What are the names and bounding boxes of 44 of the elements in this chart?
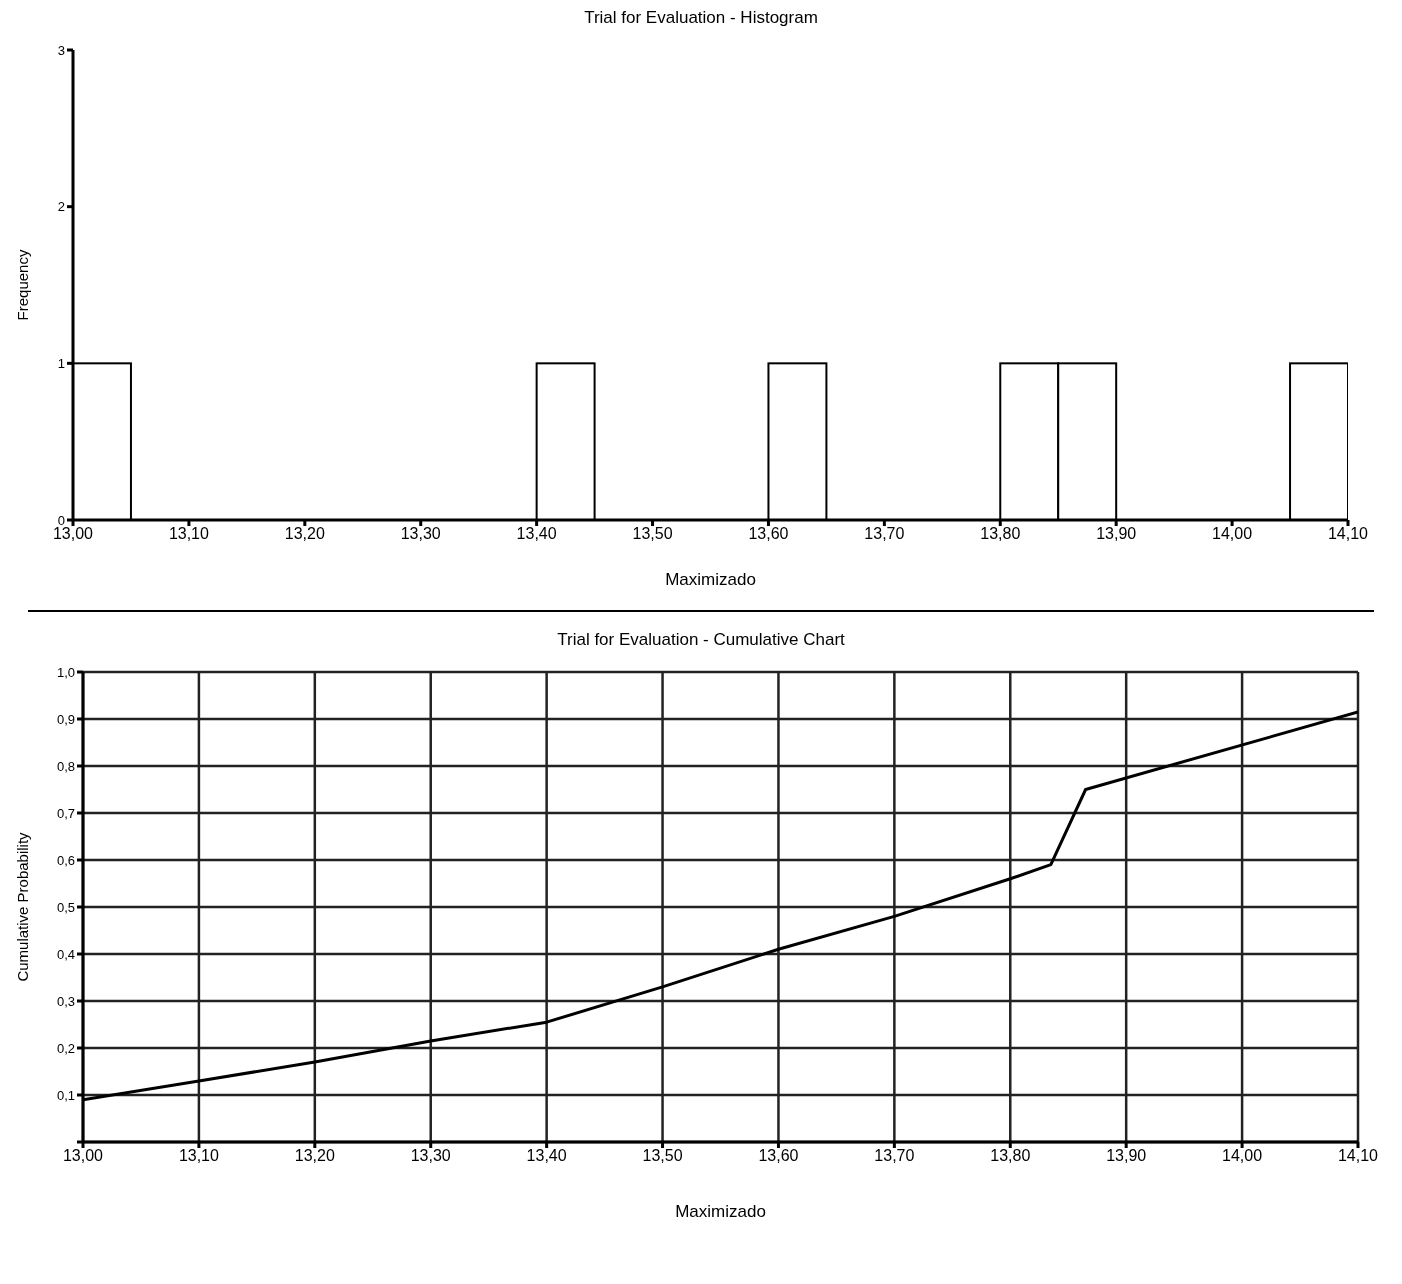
x-tick-label: 14,00	[1212, 525, 1253, 543]
x-tick-label: 13,50	[632, 525, 673, 543]
x-tick-label: 13,20	[284, 525, 325, 543]
x-tick-label: 13,30	[400, 525, 441, 543]
x-tick-label: 13,10	[178, 1147, 220, 1165]
y-tick-label: 0,7	[56, 805, 75, 821]
x-tick-label: 13,60	[758, 1147, 799, 1165]
y-tick-label: 2	[57, 199, 65, 215]
y-tick-label: 0,1	[56, 1087, 75, 1103]
x-tick-label: 13,60	[748, 525, 789, 543]
x-tick-label: 14,00	[1222, 1147, 1263, 1165]
y-axis-title: Frequency	[14, 249, 32, 321]
x-tick-label: 13,70	[874, 1147, 915, 1165]
chart-title: Trial for Evaluation - Cumulative Chart	[556, 630, 846, 650]
x-tick-label: 13,40	[516, 525, 557, 543]
x-tick-label: 13,90	[1096, 525, 1137, 543]
x-tick-label: 13,00	[62, 1147, 104, 1165]
x-tick-label: 13,20	[294, 1147, 335, 1165]
y-axis-title: Cumulative Probability	[14, 831, 32, 982]
x-tick-label: 13,30	[410, 1147, 451, 1165]
y-tick-label: 0	[57, 512, 65, 528]
x-tick-label: 14,10	[1327, 525, 1369, 543]
y-tick-label: 0,8	[56, 758, 75, 774]
chart-title: Trial for Evaluation - Histogram	[583, 8, 819, 28]
x-tick-label: 13,40	[526, 1147, 567, 1165]
x-axis-title: Maximizado	[665, 570, 756, 589]
y-tick-label: 0,9	[56, 711, 75, 727]
x-tick-label: 14,10	[1337, 1147, 1379, 1165]
y-tick-label: 3	[57, 42, 65, 58]
x-tick-label: 13,80	[980, 525, 1021, 543]
y-tick-label: 0,2	[56, 1040, 75, 1056]
y-tick-label: 0,6	[56, 852, 75, 868]
x-tick-label: 13,00	[52, 525, 94, 543]
y-tick-label: 0,4	[56, 946, 75, 962]
y-tick-label: 0,3	[56, 993, 75, 1009]
y-tick-label: 0,5	[56, 899, 75, 915]
x-tick-label: 13,80	[990, 1147, 1031, 1165]
x-tick-label: 13,90	[1106, 1147, 1147, 1165]
x-axis-title: Maximizado	[675, 1202, 766, 1221]
x-tick-label: 13,70	[864, 525, 905, 543]
x-tick-label: 13,10	[168, 525, 210, 543]
y-tick-label: 1	[57, 355, 65, 371]
y-tick-label: 1,0	[56, 664, 75, 680]
x-tick-label: 13,50	[642, 1147, 683, 1165]
